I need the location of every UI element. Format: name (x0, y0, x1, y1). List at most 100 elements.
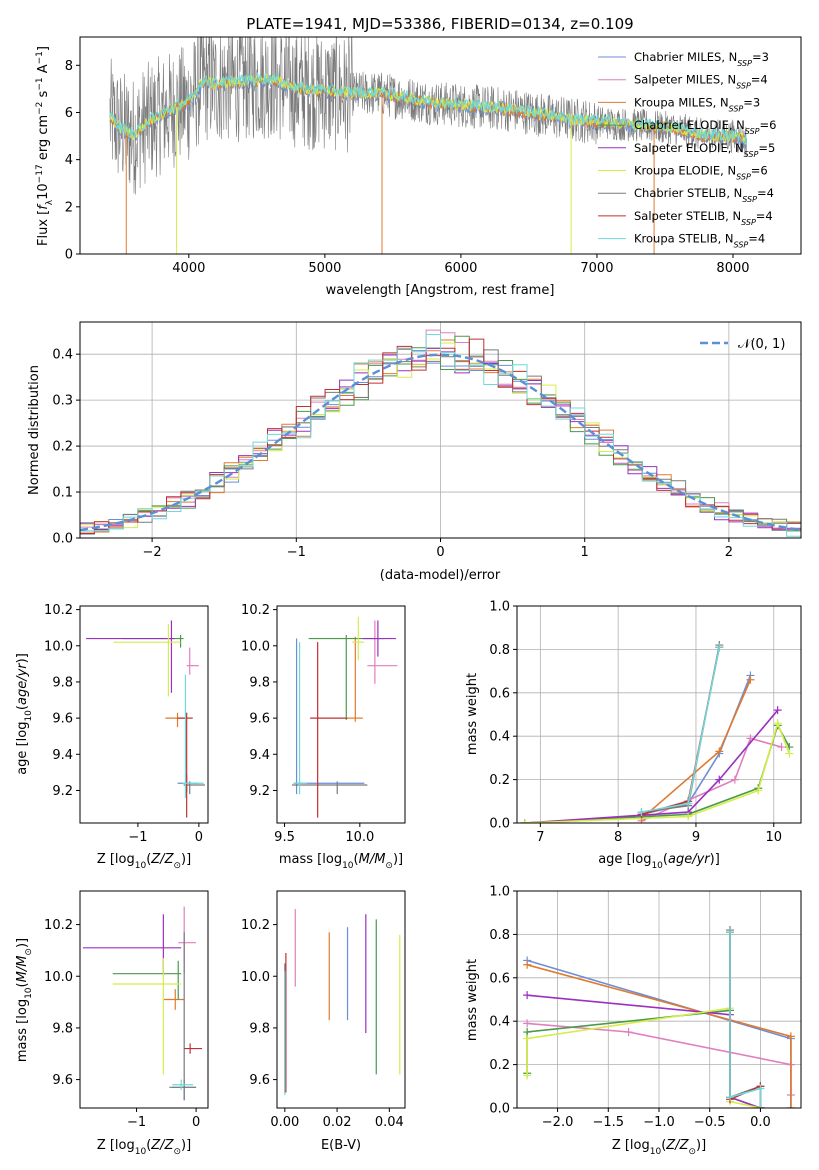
legend-label: Salpeter MILES, NSSP=4 (634, 73, 768, 91)
x-tick-label: 1 (581, 545, 589, 560)
x-tick-label: −1.5 (592, 1115, 624, 1130)
y-tick-label: 10.0 (241, 639, 270, 654)
x-axis-label: (data-model)/error (380, 568, 501, 583)
axes-Z_weight: −2.0 −1.5 −1.0 −0.5 0.0 0.0 0.2 0.4 0.6 0.8 1.0 Z [… (465, 885, 802, 1157)
series-marker (637, 808, 646, 817)
y-tick-label: 9.6 (52, 1073, 73, 1088)
series-marker (523, 960, 532, 969)
series-line (729, 930, 762, 1108)
axes-frame (79, 605, 209, 824)
y-tick-label: 10.2 (44, 918, 73, 933)
legend-label: Kroupa MILES, NSSP=3 (634, 95, 760, 113)
series-line (729, 932, 762, 1108)
series-marker (684, 799, 693, 808)
series-marker (715, 747, 724, 756)
plot-area (80, 329, 801, 537)
series-marker (773, 706, 782, 715)
y-tick-label: 9.4 (52, 748, 73, 763)
legend-label: Kroupa STELIB, NSSP=4 (634, 232, 765, 250)
series-marker (523, 1034, 532, 1043)
y-tick-label: 0.2 (52, 440, 73, 455)
series-line (641, 644, 721, 813)
y-tick-label: 2 (65, 200, 73, 215)
x-tick-label: 7 (536, 830, 544, 845)
y-axis-label: mass [log10(M/M⊙)] (15, 938, 34, 1062)
legend-label: Salpeter ELODIE, NSSP=5 (634, 141, 775, 159)
y-tick-label: 0.8 (489, 643, 510, 658)
x-axis-label: age [log10(age/yr)] (598, 852, 720, 871)
series-marker (624, 1028, 633, 1037)
y-tick-label: 0.1 (52, 486, 73, 501)
y-axis-label: Normed distribution (27, 365, 42, 495)
plot-area (292, 616, 398, 818)
axes-residuals: −2 −1 0 1 2 0.0 0.1 0.2 0.3 0.4 𝒩(0, 1) (data-model… (27, 321, 802, 583)
x-tick-label: 8 (614, 830, 622, 845)
series-marker (754, 786, 763, 795)
x-tick-label: 7000 (580, 261, 613, 276)
x-tick-label: 0.02 (323, 1115, 352, 1130)
y-tick-label: 0.0 (489, 817, 510, 832)
x-axis-label: mass [log10(M/M⊙)] (279, 852, 403, 871)
y-tick-label: 9.4 (249, 748, 270, 763)
y-tick-label: 0.6 (489, 971, 510, 986)
y-axis-label: mass weight (465, 673, 480, 755)
series-marker (786, 1104, 795, 1108)
legend-label: Chabrier STELIB, NSSP=4 (634, 186, 774, 204)
x-tick-label: −2 (143, 545, 162, 560)
y-tick-label: 9.8 (249, 1021, 270, 1036)
axes-ebv_mass: 0.00 0.02 0.04 9.6 9.8 10.0 10.2 E(B-V) (241, 890, 406, 1153)
plot-area (520, 641, 794, 823)
series-marker (786, 1032, 795, 1041)
model-spectrum-line (109, 73, 748, 145)
x-tick-label: −1 (128, 830, 147, 845)
x-tick-label: 0 (195, 830, 203, 845)
y-tick-label: 0.2 (489, 773, 510, 788)
x-tick-label: 10.0 (345, 830, 374, 845)
axes-frame (516, 605, 802, 824)
y-tick-label: 9.8 (52, 1021, 73, 1036)
y-tick-label: 4 (65, 153, 73, 168)
y-tick-label: 10.2 (241, 603, 270, 618)
y-tick-label: 10.2 (44, 603, 73, 618)
y-tick-label: 0.3 (52, 394, 73, 409)
axes-age_weight: 7 8 9 10 0.0 0.2 0.4 0.6 0.8 1.0 age [log10(age/yr… (465, 600, 802, 871)
y-tick-label: 1.0 (489, 885, 510, 900)
legend-label: 𝒩(0, 1) (738, 337, 785, 352)
x-tick-label: −1 (127, 1115, 146, 1130)
y-tick-label: 0.4 (489, 1015, 510, 1030)
axes-spectrum: 4000 5000 6000 7000 8000 0 2 4 6 8 Chabrier MILES,… (35, 36, 802, 298)
x-tick-label: −0.5 (694, 1115, 726, 1130)
legend-label: Kroupa ELODIE, NSSP=6 (634, 164, 768, 182)
x-tick-label: 0 (436, 545, 444, 560)
y-tick-label: 9.8 (52, 675, 73, 690)
series-line (641, 647, 721, 816)
series-marker (523, 991, 532, 1000)
y-axis-label: age [log10(age/yr)] (15, 653, 34, 775)
series-marker (730, 775, 739, 784)
y-tick-label: 9.6 (52, 712, 73, 727)
legend-label: Chabrier ELODIE, NSSP=6 (634, 118, 776, 136)
series-marker (523, 1019, 532, 1028)
series-marker (777, 743, 786, 752)
y-tick-label: 9.6 (249, 712, 270, 727)
y-tick-label: 10.2 (241, 918, 270, 933)
legend-label: Salpeter STELIB, NSSP=4 (634, 209, 773, 227)
x-tick-label: 0 (192, 1115, 200, 1130)
y-tick-label: 0.8 (489, 928, 510, 943)
x-axis-label: Z [log10(Z/Z⊙)] (97, 1138, 191, 1157)
axes-Z_mass: −1 0 9.6 9.8 10.0 10.2 Z [log10(Z/Z⊙)] mass [lo… (15, 890, 209, 1157)
plot-area (109, 37, 748, 254)
x-tick-label: −1 (287, 545, 306, 560)
series-marker (523, 1071, 532, 1080)
y-tick-label: 10.0 (44, 970, 73, 985)
x-axis-label: Z [log10(Z/Z⊙)] (612, 1138, 706, 1157)
series-line (729, 932, 762, 1108)
y-tick-label: 10.0 (44, 639, 73, 654)
y-tick-label: 8 (65, 59, 73, 74)
x-tick-label: 4000 (172, 261, 205, 276)
y-tick-label: 9.8 (249, 675, 270, 690)
y-tick-label: 0.0 (489, 1102, 510, 1117)
series-marker (684, 812, 693, 821)
plot-area (523, 926, 795, 1108)
